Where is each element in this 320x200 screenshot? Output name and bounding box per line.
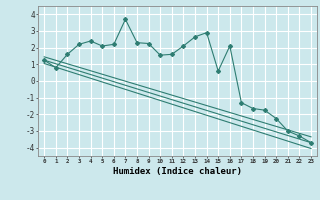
- X-axis label: Humidex (Indice chaleur): Humidex (Indice chaleur): [113, 167, 242, 176]
